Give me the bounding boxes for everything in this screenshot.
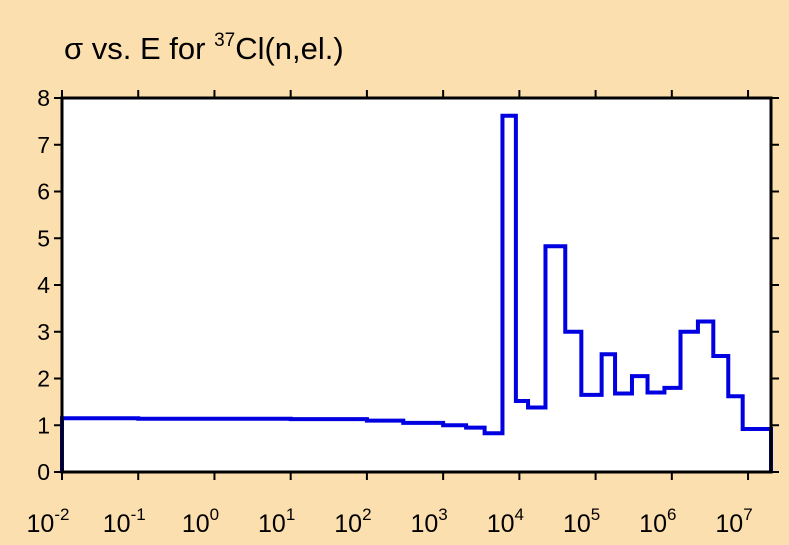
- x-tick-label: 105: [563, 505, 600, 538]
- y-tick-label: 4: [37, 272, 50, 298]
- plot-frame: [60, 96, 773, 474]
- y-tick-label: 0: [37, 459, 50, 485]
- y-tick-label: 5: [37, 225, 50, 251]
- y-tick-label: 1: [37, 412, 50, 438]
- x-tick-label: 106: [639, 505, 676, 538]
- y-tick-label: 3: [37, 319, 50, 345]
- x-tick-label: 101: [258, 505, 295, 538]
- chart-title: σ vs. E for 37Cl(n,el.): [64, 30, 344, 66]
- x-tick-label: 100: [182, 505, 219, 538]
- y-tick-label: 7: [37, 132, 50, 158]
- x-tick-label: 10-2: [27, 505, 70, 538]
- y-tick-label: 2: [37, 366, 50, 392]
- x-tick-label: 103: [410, 505, 447, 538]
- plot-area: [62, 98, 771, 472]
- x-tick-label: 104: [487, 505, 524, 538]
- x-tick-label: 10-1: [103, 505, 146, 538]
- y-tick-label: 8: [37, 85, 50, 111]
- cross-section-step-line: [60, 113, 773, 472]
- y-tick-label: 6: [37, 179, 50, 205]
- x-tick-label: 107: [715, 505, 752, 538]
- x-tick-label: 102: [334, 505, 371, 538]
- tick-labels: 0 1 2 3 4 5 6 7 8 10-2 10-1 100 101 102 103 104 105 106 10…: [27, 85, 753, 538]
